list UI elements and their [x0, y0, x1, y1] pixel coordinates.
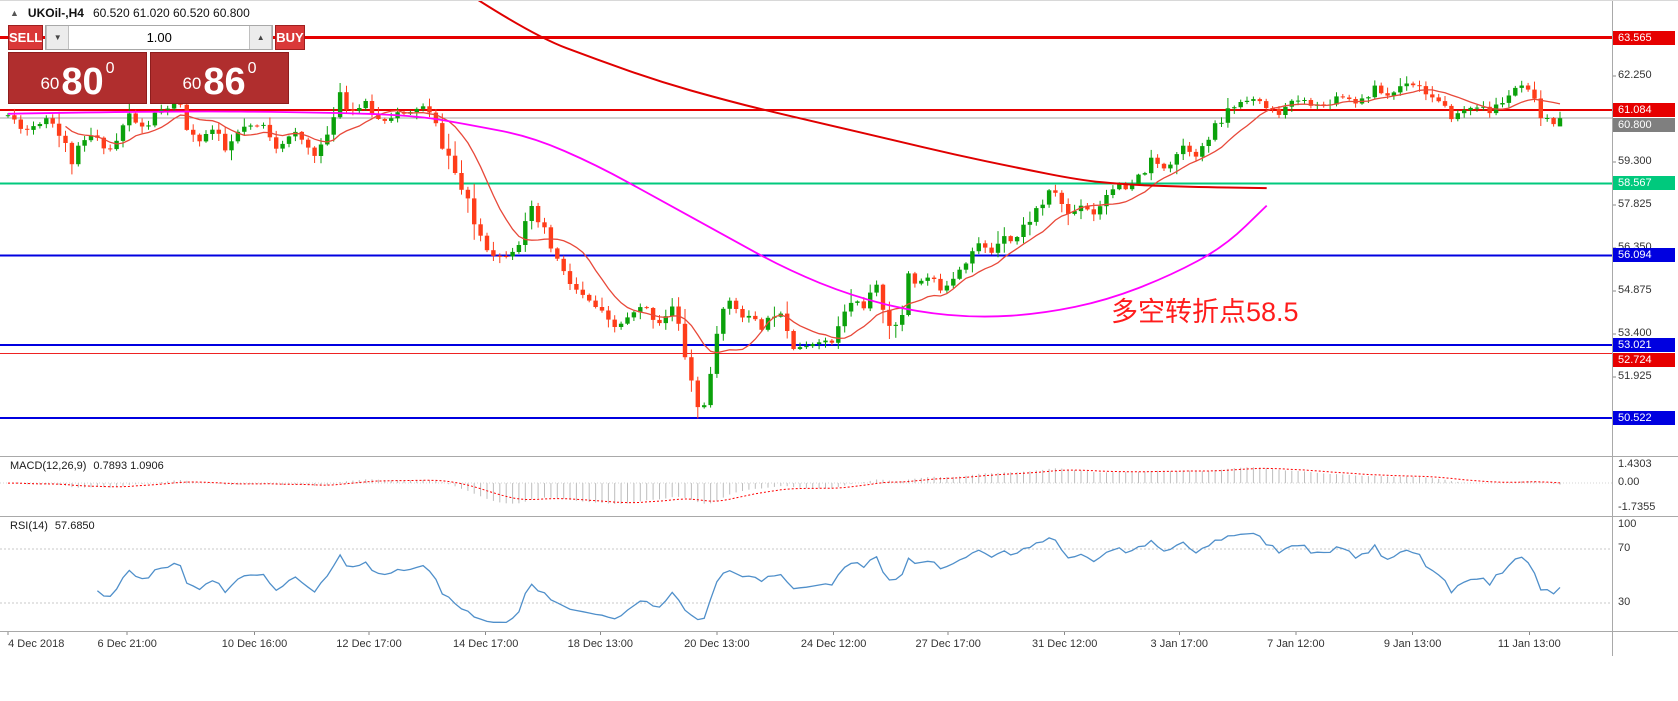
panel-separator — [0, 516, 1678, 517]
rsi-axis-label: 70 — [1618, 542, 1631, 554]
time-axis-label: 18 Dec 13:00 — [567, 638, 634, 650]
price-tag-58.567: 58.567 — [1613, 176, 1675, 191]
buy-price-main: 60 — [182, 74, 202, 93]
price-tag-52.724: 52.724 — [1613, 352, 1675, 367]
macd-label: MACD(12,26,9) — [10, 460, 87, 472]
volume-input[interactable] — [69, 26, 250, 49]
time-axis-label: 20 Dec 13:00 — [684, 638, 750, 650]
collapse-panel-icon[interactable]: ▲ — [10, 8, 19, 18]
price-tag-60.800: 60.800 — [1613, 117, 1675, 132]
rsi-axis-label: 30 — [1618, 596, 1631, 608]
time-axis-label: 14 Dec 17:00 — [452, 638, 519, 650]
quote-bar: ▲ UKOil-,H4 60.520 61.020 60.520 60.800 — [10, 6, 250, 20]
rsi-axis-label: 100 — [1618, 518, 1637, 530]
price-tag-61.084: 61.084 — [1613, 102, 1675, 117]
time-axis-label: 7 Jan 12:00 — [1267, 638, 1325, 650]
macd-axis-label: 1.4303 — [1618, 458, 1652, 470]
price-tick-label: 57.825 — [1618, 197, 1652, 210]
volume-control: ▼ ▲ — [45, 25, 274, 50]
price-tag-50.522: 50.522 — [1613, 410, 1675, 425]
time-axis-label: 12 Dec 17:00 — [336, 638, 402, 650]
panel-separator — [0, 456, 1678, 457]
time-axis-label: 31 Dec 12:00 — [1031, 638, 1098, 650]
time-axis-label: 24 Dec 12:00 — [800, 638, 867, 650]
buy-price-point: 0 — [247, 60, 257, 77]
price-tick-label: 54.875 — [1618, 283, 1652, 296]
symbol-title: UKOil-,H4 — [27, 6, 84, 20]
time-axis-label: 4 Dec 2018 — [8, 638, 65, 650]
sell-price-pips: 80 — [61, 60, 104, 103]
time-axis-label: 3 Jan 17:00 — [1150, 638, 1209, 650]
chart-annotation-text: 多空转折点58.5 — [1111, 297, 1299, 327]
ohlc-values: 60.520 61.020 60.520 60.800 — [92, 6, 250, 20]
price-tag-63.565: 63.565 — [1613, 30, 1675, 45]
macd-axis-label: -1.7355 — [1618, 501, 1656, 513]
sell-button[interactable]: SELL — [8, 25, 44, 50]
time-axis-label: 9 Jan 13:00 — [1383, 638, 1442, 650]
time-axis-label: 10 Dec 16:00 — [221, 638, 288, 650]
price-tick-label: 53.400 — [1618, 326, 1652, 339]
time-axis-label: 11 Jan 13:00 — [1497, 638, 1561, 650]
price-tick-label: 62.250 — [1618, 68, 1652, 81]
buy-button[interactable]: BUY — [275, 25, 305, 50]
one-click-trade-panel: SELL ▼ ▲ BUY 60 80 0 60 86 0 — [8, 25, 305, 104]
rsi-indicator-label: RSI(14) 57.6850 — [10, 520, 95, 532]
sell-price-display[interactable]: 60 80 0 — [8, 52, 147, 104]
buy-price-pips: 86 — [203, 60, 246, 103]
volume-decrease-button[interactable]: ▼ — [46, 26, 70, 49]
price-tick-label: 51.925 — [1618, 369, 1652, 382]
rsi-values: 57.6850 — [54, 520, 95, 532]
buy-price-display[interactable]: 60 86 0 — [150, 52, 289, 104]
sell-price-point: 0 — [105, 60, 115, 77]
sell-price-main: 60 — [40, 74, 60, 93]
time-axis-label: 27 Dec 17:00 — [915, 638, 981, 650]
price-tag-56.094: 56.094 — [1613, 248, 1675, 263]
time-axis-label: 6 Dec 21:00 — [97, 638, 157, 650]
macd-values: 0.7893 1.0906 — [93, 460, 164, 472]
price-axis-border — [1612, 1, 1613, 656]
price-tag-53.021: 53.021 — [1613, 337, 1675, 352]
macd-indicator-label: MACD(12,26,9) 0.7893 1.0906 — [10, 460, 164, 472]
panel-separator — [0, 631, 1678, 632]
rsi-label: RSI(14) — [10, 520, 48, 532]
volume-increase-button[interactable]: ▲ — [249, 26, 273, 49]
price-tick-label: 59.300 — [1618, 154, 1652, 167]
macd-axis-label: 0.00 — [1618, 476, 1640, 489]
chart-canvas[interactable] — [0, 1, 1678, 656]
